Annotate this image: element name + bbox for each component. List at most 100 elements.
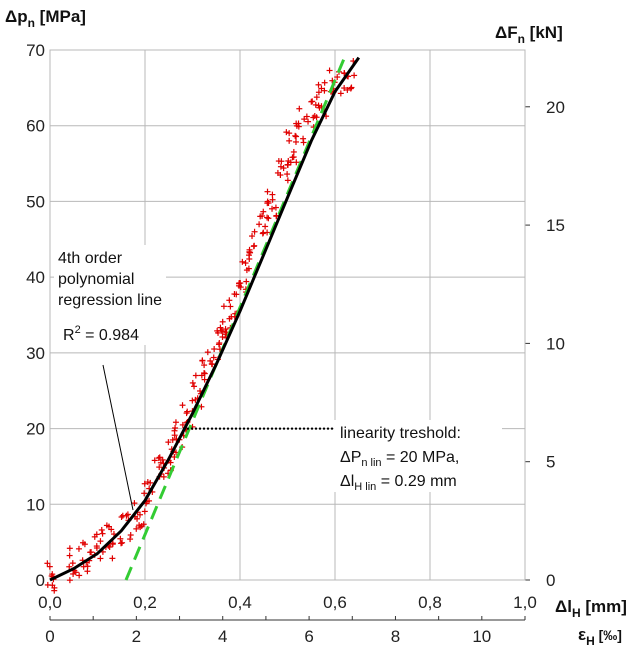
threshold-length: ΔlH lin = 0.29 mm (340, 473, 457, 493)
data-point (46, 563, 53, 570)
y-right-tick-label: 20 (546, 98, 565, 117)
data-point (344, 86, 351, 93)
data-point (300, 135, 307, 142)
polynomial-annotation: 4th order polynomial regression line R2 … (54, 245, 166, 345)
data-point (211, 346, 218, 353)
data-point (217, 324, 224, 331)
data-point (141, 480, 148, 487)
x-primary-tick-label: 0,0 (38, 593, 62, 612)
data-point (66, 577, 73, 584)
data-point (243, 267, 250, 274)
data-point (227, 303, 234, 310)
data-point (70, 570, 77, 577)
data-point (124, 511, 131, 518)
data-point (209, 361, 216, 368)
data-point (141, 508, 148, 515)
data-point (66, 545, 73, 552)
data-point (351, 72, 358, 79)
data-point (215, 341, 222, 348)
data-point (284, 177, 291, 184)
data-point (259, 230, 266, 237)
data-point (109, 540, 116, 547)
poly-title-line-3: regression line (58, 292, 162, 309)
data-point (215, 329, 222, 336)
data-point (75, 545, 82, 552)
x-primary-axis-title: ΔlH [mm] (555, 597, 627, 620)
data-point (136, 522, 143, 529)
data-point (207, 357, 214, 364)
data-point (249, 233, 256, 240)
data-point (134, 515, 141, 522)
data-point (220, 303, 227, 310)
data-point (219, 318, 226, 325)
data-point (189, 397, 196, 404)
data-point (117, 535, 124, 542)
data-point (81, 541, 88, 548)
data-point (131, 500, 138, 507)
y-left-tick-label: 70 (26, 41, 45, 60)
data-point (250, 243, 257, 250)
threshold-pressure: ΔPn lin = 20 MPa, (340, 449, 459, 469)
data-point (264, 198, 271, 205)
data-point (277, 163, 284, 170)
linear-fit-line (124, 56, 346, 581)
data-point (235, 282, 242, 289)
data-point (269, 191, 276, 198)
data-point (264, 188, 271, 195)
y-left-tick-label: 40 (26, 268, 45, 287)
data-point (66, 563, 73, 570)
y-right-axis-title: ΔFn [kN] (495, 23, 563, 46)
data-point (99, 530, 106, 537)
x-secondary-tick-label: 0 (45, 627, 54, 646)
data-point (136, 511, 143, 518)
x-primary-tick-label: 1,0 (513, 593, 537, 612)
data-point (274, 169, 281, 176)
data-point (301, 116, 308, 123)
data-point (275, 158, 282, 165)
data-point (341, 85, 348, 92)
y-left-tick-label: 20 (26, 420, 45, 439)
y-left-tick-label: 50 (26, 192, 45, 211)
data-point (269, 196, 276, 203)
data-point (172, 419, 179, 426)
data-point (280, 165, 287, 172)
data-point (201, 370, 208, 377)
y-right-tick-label: 15 (546, 216, 565, 235)
data-point (334, 74, 341, 81)
data-point (256, 221, 263, 228)
data-point (98, 526, 105, 533)
data-point (242, 260, 249, 267)
threshold-title: linearity treshold: (340, 425, 461, 442)
data-point (347, 85, 354, 92)
data-point (262, 223, 269, 230)
data-point (156, 454, 163, 461)
data-point (69, 560, 76, 567)
data-point (272, 204, 279, 211)
y-left-tick-label: 10 (26, 495, 45, 514)
x-secondary-axis-title: εH [‰] (578, 625, 622, 648)
data-point (118, 540, 125, 547)
data-point (192, 372, 199, 379)
data-point (109, 555, 116, 562)
x-secondary-tick-label: 2 (132, 627, 141, 646)
data-point (160, 473, 167, 480)
data-point (264, 214, 271, 221)
data-point (228, 313, 235, 320)
data-point (87, 549, 94, 556)
data-point (44, 560, 51, 567)
data-point (313, 94, 320, 101)
data-point (264, 229, 271, 236)
data-point (118, 514, 125, 521)
x-secondary-tick-label: 8 (391, 627, 400, 646)
data-point (184, 408, 191, 415)
data-point (284, 162, 291, 169)
data-point (321, 79, 328, 86)
data-point (293, 159, 300, 166)
data-point (305, 118, 312, 125)
plot-area-frame (49, 49, 526, 581)
r-squared-label: R2 = 0.984 (63, 324, 139, 344)
data-point (138, 522, 145, 529)
data-point (108, 526, 115, 533)
data-point (311, 112, 318, 119)
data-point (219, 334, 226, 341)
